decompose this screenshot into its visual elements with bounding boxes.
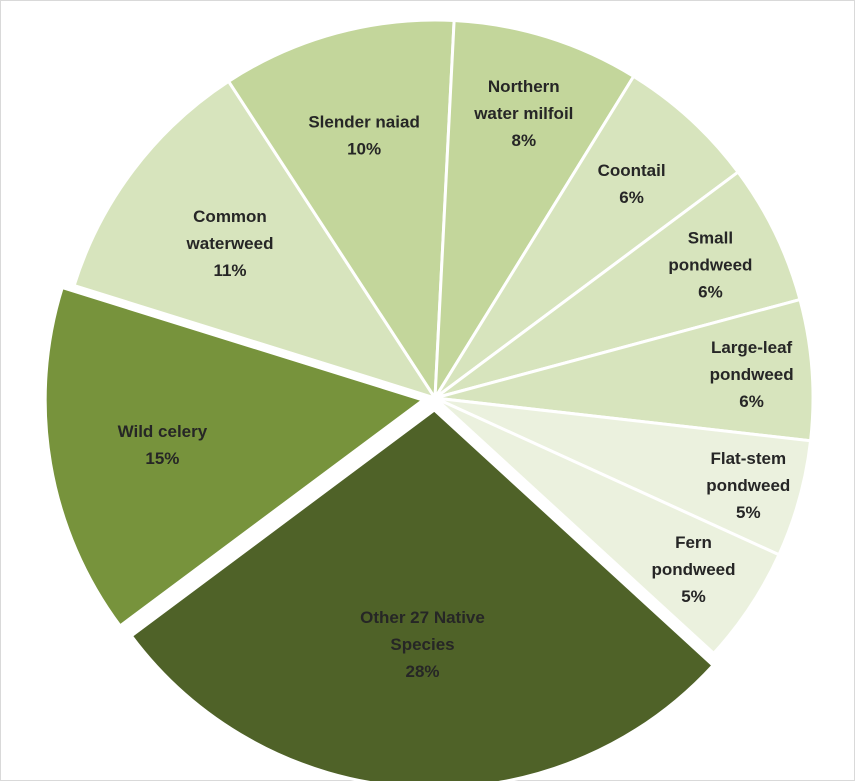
label-northern-water-milfoil: Northern water milfoil 8%	[473, 77, 573, 150]
name-label: Species	[390, 635, 454, 654]
name-label: water milfoil	[473, 104, 573, 123]
label-coontail: Coontail 6%	[598, 161, 666, 207]
percent-label: 11%	[213, 261, 246, 280]
name-label: pondweed	[710, 365, 794, 384]
label-wild-celery: Wild celery 15%	[118, 422, 208, 468]
name-label: Wild celery	[118, 422, 208, 441]
name-label: Flat-stem	[711, 449, 787, 468]
name-label: Common	[193, 207, 267, 226]
name-label: Slender naiad	[308, 113, 419, 132]
slice-large-leaf-pondweed	[434, 297, 815, 443]
name-label: pondweed	[668, 255, 752, 274]
pie-labels: Other 27 Native Species 28% Wild celery 15% C…	[118, 77, 794, 681]
percent-label: 5%	[736, 503, 761, 522]
slice-northern-water-milfoil	[433, 18, 636, 399]
name-label: pondweed	[651, 560, 735, 579]
name-label: pondweed	[706, 476, 790, 495]
percent-label: 15%	[145, 449, 179, 468]
percent-label: 6%	[739, 392, 764, 411]
label-slender-naiad: Slender naiad 10%	[308, 113, 419, 159]
name-label: Large-leaf	[711, 338, 793, 357]
pie-slices	[43, 18, 815, 781]
label-small-pondweed: Small pondweed 6%	[668, 228, 752, 301]
label-common-waterweed: Common waterweed 11%	[186, 207, 274, 280]
percent-label: 6%	[619, 188, 644, 207]
percent-label: 10%	[347, 140, 381, 159]
percent-label: 28%	[405, 662, 439, 681]
percent-label: 6%	[698, 282, 723, 301]
name-label: Fern	[675, 533, 712, 552]
slice-common-waterweed	[72, 79, 439, 401]
label-flat-stem-pondweed: Flat-stem pondweed 5%	[706, 449, 790, 522]
label-fern-pondweed: Fern pondweed 5%	[651, 533, 735, 606]
percent-label: 5%	[681, 587, 706, 606]
name-label: Northern	[488, 77, 560, 96]
name-label: Other 27 Native	[360, 608, 485, 627]
slice-wild-celery	[43, 285, 427, 629]
slice-other-27-native-species	[129, 408, 716, 781]
label-other-27-native-species: Other 27 Native Species 28%	[360, 608, 485, 681]
name-label: Small	[688, 228, 733, 247]
percent-label: 8%	[512, 131, 537, 150]
slice-small-pondweed	[434, 169, 802, 400]
slice-fern-pondweed	[433, 396, 781, 656]
slice-slender-naiad	[226, 18, 456, 403]
name-label: Coontail	[598, 161, 666, 180]
name-label: waterweed	[186, 234, 274, 253]
slice-coontail	[433, 74, 741, 400]
label-large-leaf-pondweed: Large-leaf pondweed 6%	[710, 338, 794, 411]
